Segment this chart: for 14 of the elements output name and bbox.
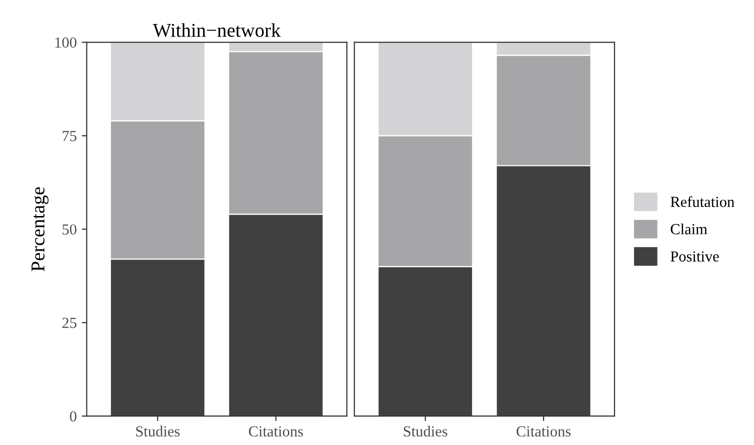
x-tick-label: Citations bbox=[248, 426, 303, 437]
legend-label: Positive bbox=[670, 251, 719, 262]
y-tick-label: 100 bbox=[55, 37, 76, 48]
chart-title: Within−network bbox=[152, 23, 281, 38]
y-tick-label: 50 bbox=[62, 224, 76, 235]
y-tick-label: 0 bbox=[70, 411, 76, 422]
y-tick-label: 75 bbox=[62, 131, 76, 142]
legend-label: Refutation bbox=[670, 196, 734, 208]
x-tick-label: Citations bbox=[516, 426, 571, 437]
x-tick-label: Studies bbox=[404, 426, 448, 437]
legend-label: Claim bbox=[670, 224, 708, 234]
y-tick-label: 25 bbox=[62, 318, 76, 328]
x-tick-label: Studies bbox=[136, 426, 180, 437]
y-axis-title: Percentage bbox=[32, 187, 49, 272]
